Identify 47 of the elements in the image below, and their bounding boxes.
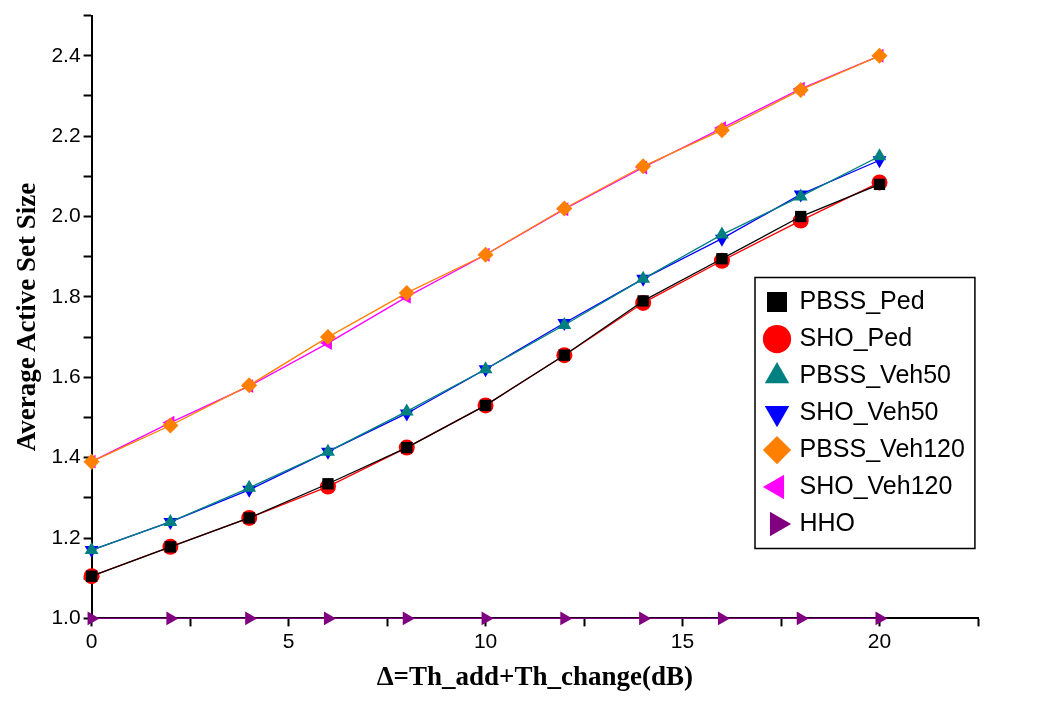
point: [323, 611, 336, 626]
point: [873, 178, 886, 191]
legend-label: PBSS_Veh120: [799, 433, 965, 462]
point: [717, 611, 730, 626]
point: [481, 611, 494, 626]
point: [478, 361, 493, 374]
point: [402, 611, 415, 626]
y-axis-title: Average Active Set Size: [11, 182, 42, 452]
x-tick-label: 5: [282, 628, 295, 652]
x-axis-title: Δ=Th_add+Th_change(dB): [376, 660, 693, 691]
legend-label: HHO: [799, 507, 856, 536]
point: [795, 210, 807, 223]
y-tick-label: 1.0: [51, 605, 81, 629]
y-tick-label: 2.0: [51, 203, 81, 227]
point: [556, 200, 573, 217]
point: [872, 148, 887, 161]
point: [796, 611, 809, 626]
legend-label: PBSS_Veh50: [799, 359, 952, 388]
y-tick-label: 2.2: [51, 122, 81, 146]
x-tick-label: 15: [670, 628, 695, 652]
y-tick-label: 1.6: [51, 364, 81, 388]
legend-label: PBSS_Ped: [799, 285, 925, 314]
y-tick-label: 1.2: [51, 524, 81, 548]
x-tick-label: 20: [867, 628, 892, 652]
point: [399, 403, 414, 416]
point: [875, 611, 888, 626]
legend-label: SHO_Ped: [799, 322, 913, 351]
point: [84, 542, 99, 555]
y-tick-label: 2.4: [51, 42, 81, 66]
point: [713, 122, 730, 139]
point: [871, 47, 888, 64]
point: [83, 453, 100, 470]
y-tick-label: 1.8: [51, 283, 81, 307]
point: [398, 284, 415, 301]
x-tick-label: 0: [85, 628, 98, 652]
legend-label: SHO_Veh50: [799, 396, 939, 425]
point: [477, 246, 494, 263]
point: [319, 329, 336, 346]
point: [162, 417, 179, 434]
point: [792, 81, 809, 98]
point: [241, 377, 258, 394]
point: [635, 158, 652, 175]
point: [560, 611, 573, 626]
point: [87, 611, 100, 626]
x-tick-label: 10: [473, 628, 498, 652]
legend-label: SHO_Veh120: [799, 470, 953, 499]
y-tick-label: 1.4: [51, 444, 81, 468]
